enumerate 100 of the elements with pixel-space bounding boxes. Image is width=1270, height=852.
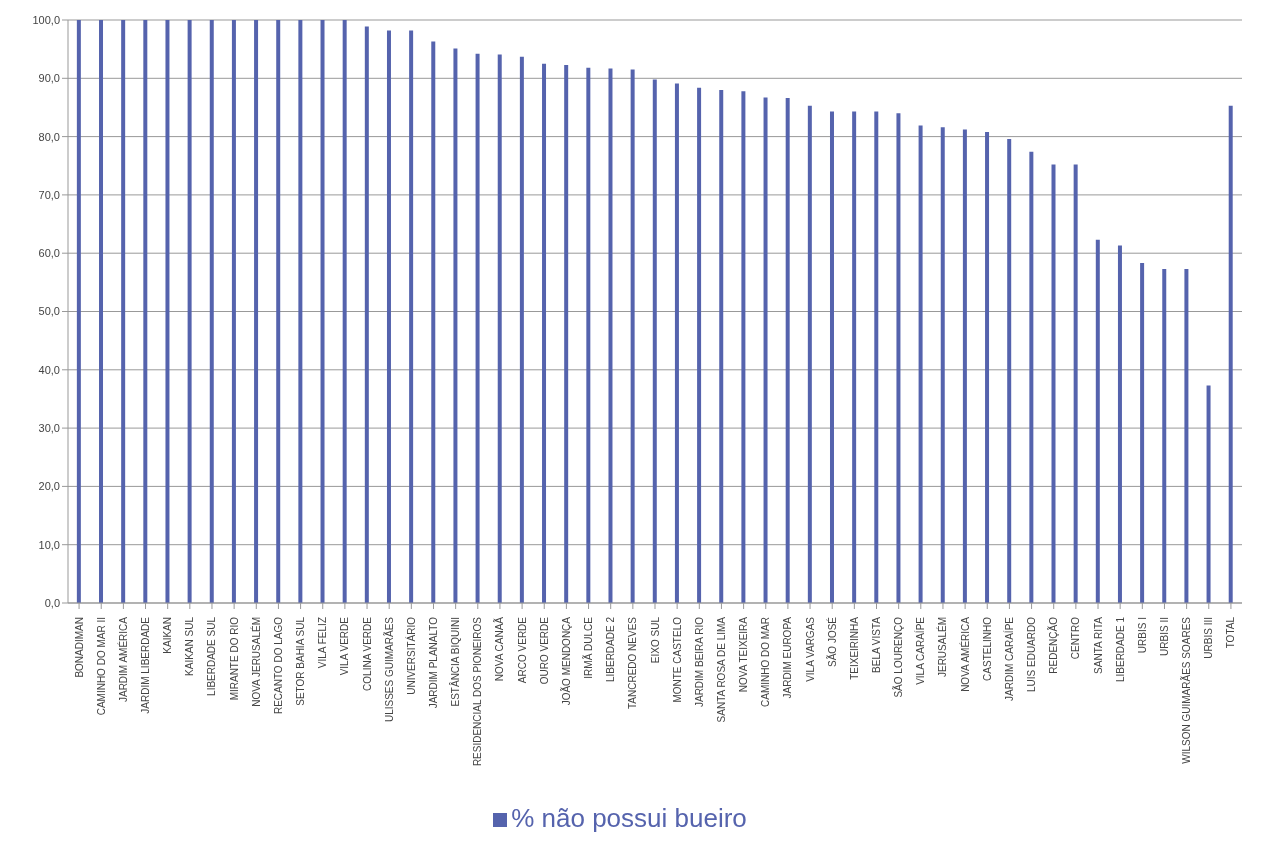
bar (829, 111, 834, 603)
x-tick-label: BONADIMAN (73, 617, 85, 678)
x-tick-label: IRMÃ DULCE (582, 616, 595, 679)
y-tick-label: 70,0 (38, 188, 60, 201)
x-tick-label: JOÃO MENDONÇA (559, 616, 572, 706)
x-tick-label: RESIDENCIAL DOS PIONEIROS (472, 616, 484, 767)
bar (431, 41, 436, 603)
bar (896, 113, 901, 603)
y-tick-label: 20,0 (38, 480, 60, 493)
bar (697, 87, 702, 603)
y-tick-label: 60,0 (38, 247, 60, 260)
bar (143, 20, 148, 603)
bar (719, 89, 724, 603)
x-tick-label: NOVA TEIXEIRA (738, 616, 750, 693)
bar (453, 48, 458, 603)
y-tick-label: 90,0 (38, 72, 60, 85)
x-tick-label: KAIKAN SUL (184, 616, 196, 676)
bar (918, 125, 923, 603)
bar (231, 20, 236, 603)
bar (497, 54, 502, 603)
bar (1117, 245, 1122, 603)
bar (121, 20, 126, 603)
bar (209, 20, 214, 603)
x-tick-label: TOTAL (1225, 616, 1237, 649)
bar (852, 111, 857, 603)
bar (1184, 268, 1189, 603)
x-tick-label: RECANTO DO LAGO (272, 616, 284, 715)
x-tick-label: CAMINHO DO MAR II (95, 617, 107, 716)
bar (187, 20, 192, 603)
x-tick-label: TEIXEIRINHA (848, 616, 860, 680)
bar (298, 20, 303, 603)
x-tick-label: EIXO SUL (649, 616, 661, 664)
x-tick-label: NOVA AMÉRICA (958, 616, 971, 692)
x-tick-label: CAMINHO DO MAR (760, 617, 772, 707)
bar (652, 79, 657, 603)
bar (320, 20, 325, 603)
x-tick-label: OURO VERDE (538, 616, 550, 685)
x-tick-label: SÃO JOSÉ (825, 616, 838, 668)
x-tick-label: LUIS EDUARDO (1026, 616, 1038, 693)
x-tick-label: JARDIM EUROPA (782, 616, 794, 699)
bar (99, 20, 104, 603)
x-tick-label: NOVA JERUSALÉM (249, 617, 262, 707)
y-tick-label: 80,0 (38, 130, 60, 143)
x-tick-label: VILA VARGAS (804, 616, 816, 682)
x-tick-label: SANTA ROSA DE LIMA (715, 616, 727, 723)
x-tick-label: CASTELINHO (981, 616, 993, 681)
bar (1051, 164, 1056, 603)
bar (1095, 239, 1100, 603)
x-tick-label: URBIS II (1158, 617, 1170, 656)
bar (608, 68, 613, 603)
bar (409, 30, 414, 603)
x-tick-label: NOVA CANAÃ (493, 616, 506, 682)
bar (1029, 151, 1034, 603)
bar (386, 30, 391, 603)
x-tick-label: JERUSALÉM (936, 617, 949, 678)
bar (542, 63, 547, 603)
bar (940, 127, 945, 603)
x-tick-label: JARDIM CARAÍPE (1002, 616, 1015, 701)
bar (674, 83, 679, 603)
y-tick-label: 0,0 (44, 596, 60, 609)
x-tick-label: CENTRO (1070, 616, 1082, 660)
x-tick-label: JARDIM LIBERDADE (140, 616, 152, 714)
x-tick-label: BELA VISTA (871, 616, 883, 673)
bar (586, 67, 591, 603)
x-tick-label: VILA CARAÍPE (914, 616, 927, 685)
x-tick-label: ULISSES GUIMARÃES (382, 616, 395, 723)
bar (76, 20, 81, 603)
bar (985, 131, 990, 603)
bar (962, 129, 967, 603)
x-tick-label: KAIKAN (162, 617, 174, 654)
bar (630, 69, 635, 603)
bar (1007, 138, 1012, 603)
x-tick-label: LIBERDADE 1 (1114, 616, 1126, 683)
bar (741, 91, 746, 603)
x-tick-label: ARCO VERDE (516, 616, 528, 684)
bar (807, 105, 812, 603)
bar (1206, 385, 1211, 603)
y-tick-label: 100,0 (32, 13, 60, 26)
x-tick-label: LIBERDADE SUL (206, 616, 218, 696)
y-tick-label: 40,0 (38, 363, 60, 376)
x-tick-label: VILA VERDE (339, 616, 351, 676)
bar (276, 20, 281, 603)
bar (364, 26, 369, 603)
bar (1228, 105, 1233, 603)
bar (1073, 164, 1078, 603)
legend-label: % não possui bueiro (511, 803, 747, 833)
bar (874, 111, 879, 603)
bar (475, 53, 480, 603)
x-tick-label: WILSON GUIMARÃES SOARES (1180, 616, 1193, 764)
y-tick-label: 10,0 (38, 538, 60, 551)
bar (763, 97, 768, 603)
x-tick-label: REDENÇÃO (1047, 616, 1060, 674)
x-tick-label: UNIVERSITÁRIO (404, 616, 417, 695)
y-tick-label: 50,0 (38, 305, 60, 318)
bar (785, 98, 790, 603)
x-tick-label: JARDIM BEIRA RIO (693, 616, 705, 708)
x-tick-label: JARDIM AMÉRICA (116, 616, 129, 703)
x-tick-label: SETOR BAHIA SUL (295, 616, 307, 706)
y-tick-label: 30,0 (38, 422, 60, 435)
x-tick-label: VILA FELIZ (317, 617, 329, 669)
